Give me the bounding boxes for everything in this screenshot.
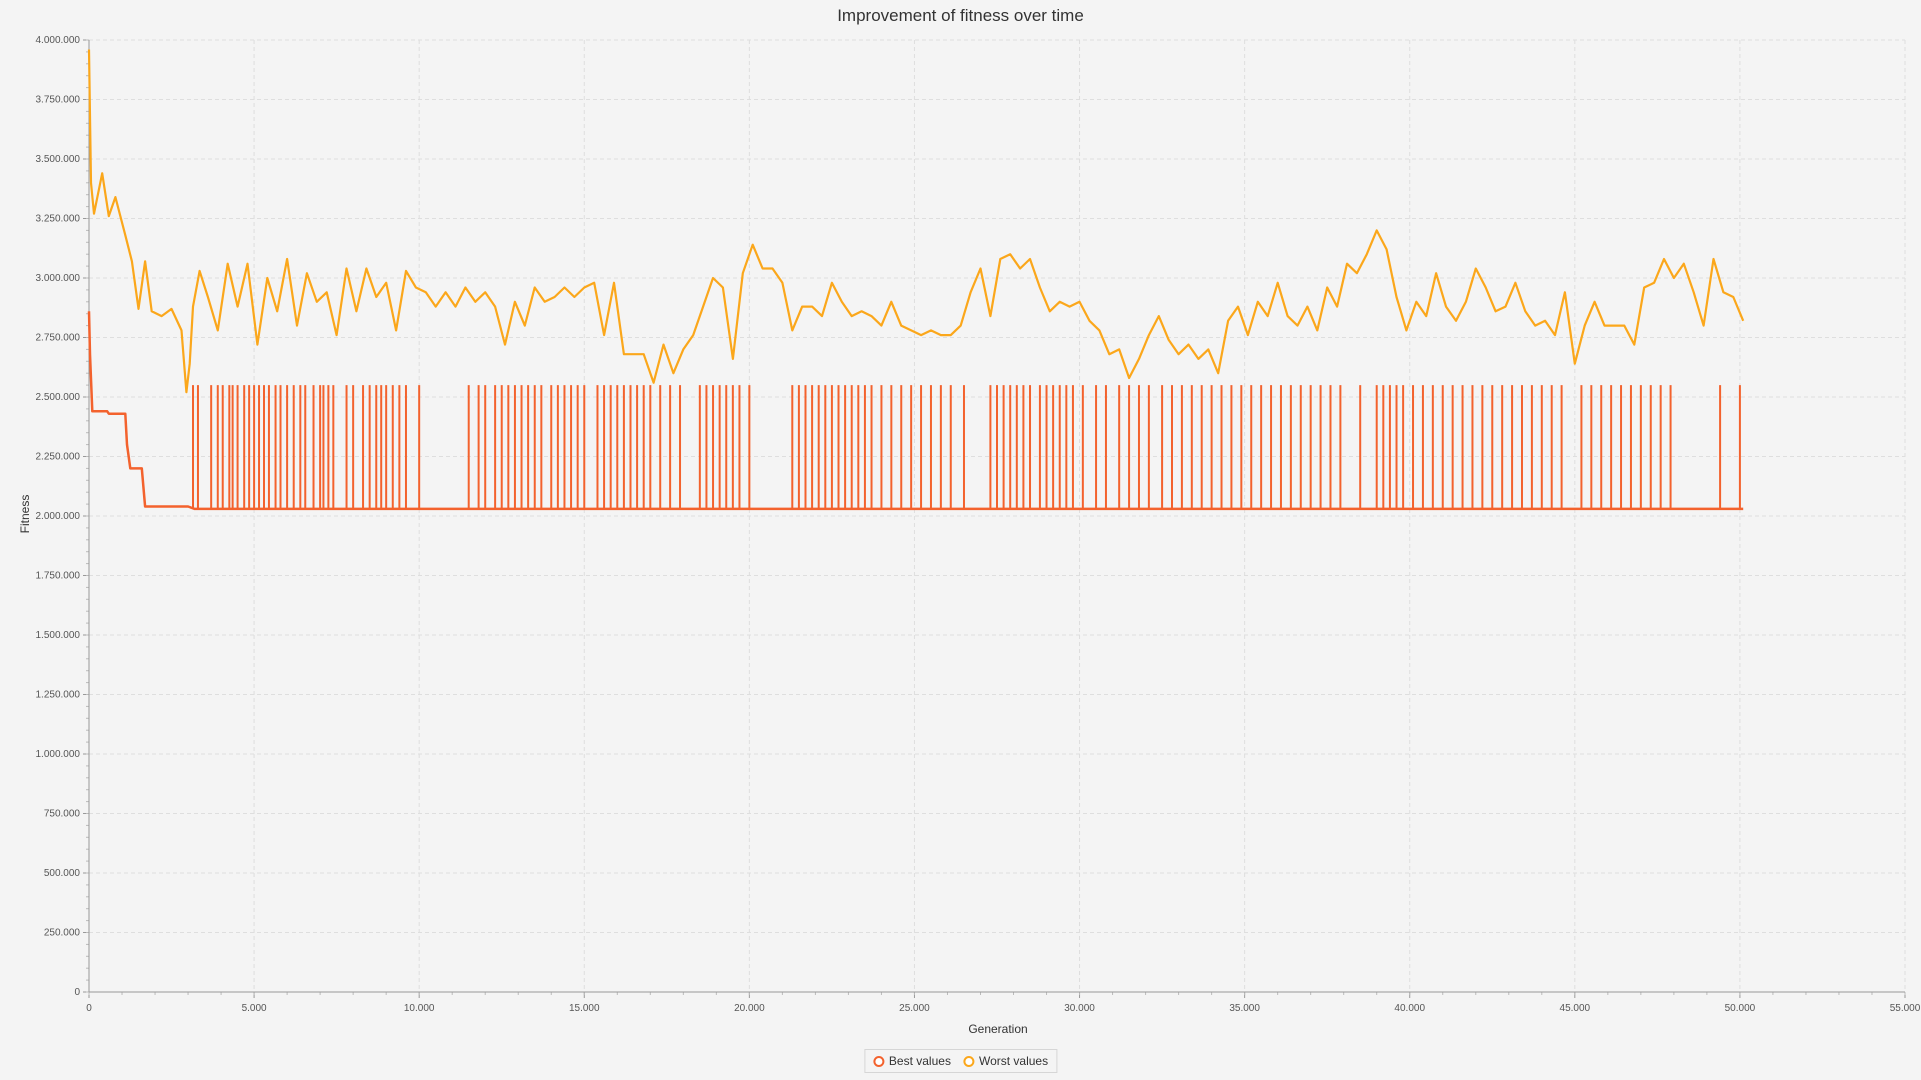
x-tick-label: 40.000: [1394, 1003, 1425, 1014]
y-tick-label: 3.250.000: [36, 214, 81, 225]
y-tick-label: 1.750.000: [36, 571, 81, 582]
y-tick-label: 1.250.000: [36, 690, 81, 701]
x-tick-label: 5.000: [242, 1003, 267, 1014]
y-tick-label: 3.000.000: [36, 273, 81, 284]
legend-item-worst[interactable]: Worst values: [962, 1054, 1049, 1068]
y-tick-label: 250.000: [44, 928, 81, 939]
x-axis-label: Generation: [968, 1022, 1028, 1036]
legend: Best values Worst values: [863, 1049, 1058, 1073]
legend-best-symbol: [872, 1055, 884, 1067]
chart-title: Improvement of fitness over time: [837, 6, 1084, 25]
y-tick-label: 3.500.000: [36, 154, 81, 165]
legend-worst-symbol: [962, 1055, 974, 1067]
x-tick-label: 55.000: [1890, 1003, 1921, 1014]
legend-best-label: Best values: [888, 1054, 951, 1068]
x-tick-label: 35.000: [1229, 1003, 1260, 1014]
y-tick-label: 500.000: [44, 868, 81, 879]
x-tick-label: 45.000: [1560, 1003, 1591, 1014]
x-tick-label: 20.000: [734, 1003, 765, 1014]
axes: 0 250.000 500.000 750.000 1.000.000 1.250.000…: [36, 35, 1921, 1014]
y-tick-label: 2.250.000: [36, 452, 81, 463]
x-tick-label: 15.000: [569, 1003, 600, 1014]
series-worst-values-line: [87, 49, 1745, 394]
y-tick-label: 1.500.000: [36, 630, 81, 641]
x-tick-label: 0: [86, 1003, 92, 1014]
x-tick-label: 25.000: [899, 1003, 930, 1014]
y-tick-label: 1.000.000: [36, 749, 81, 760]
y-tick-label: 2.500.000: [36, 392, 81, 403]
y-tick-label: 750.000: [44, 809, 81, 820]
x-tick-label: 30.000: [1064, 1003, 1095, 1014]
series-best-values-line: [87, 311, 1744, 511]
series-layer: [87, 49, 1745, 511]
y-tick-label: 0: [74, 987, 80, 998]
y-tick-label: 2.750.000: [36, 333, 81, 344]
y-tick-label: 2.000.000: [36, 511, 81, 522]
grid: [89, 39, 1906, 992]
legend-worst-label: Worst values: [978, 1054, 1049, 1068]
legend-item-best[interactable]: Best values: [872, 1054, 951, 1068]
y-tick-label: 3.750.000: [36, 95, 81, 106]
series-best-values-spikes: [192, 385, 1741, 509]
y-axis-label: Fitness: [18, 494, 32, 534]
x-tick-label: 50.000: [1725, 1003, 1756, 1014]
x-tick-label: 10.000: [404, 1003, 435, 1014]
y-tick-label: 4.000.000: [36, 35, 81, 46]
